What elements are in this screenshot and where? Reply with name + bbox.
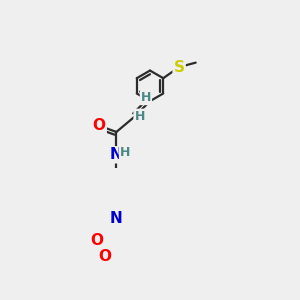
- Text: O: O: [98, 249, 112, 264]
- Text: N: N: [110, 147, 123, 162]
- Text: O: O: [93, 118, 106, 133]
- Text: O: O: [91, 233, 103, 248]
- Text: H: H: [134, 110, 145, 123]
- Text: H: H: [141, 91, 151, 104]
- Text: N: N: [110, 211, 123, 226]
- Text: H: H: [120, 146, 130, 160]
- Text: S: S: [174, 60, 184, 75]
